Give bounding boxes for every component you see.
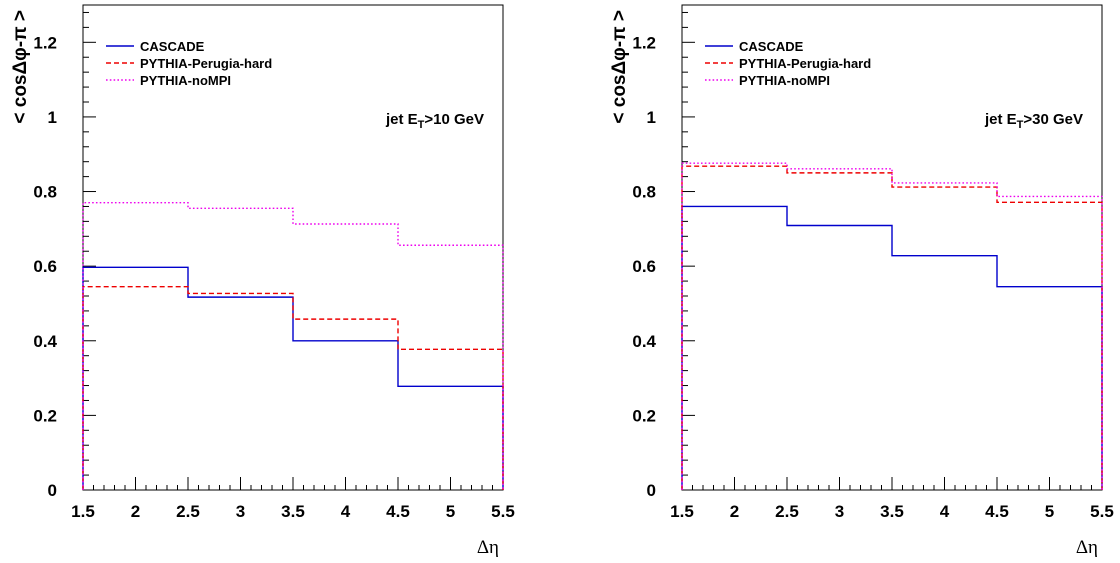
y-tick-label: 0.2	[33, 406, 57, 425]
legend-label: PYTHIA-noMPI	[739, 73, 830, 88]
x-tick-label: 1.5	[670, 502, 694, 521]
x-tick-label: 4	[940, 502, 950, 521]
x-tick-label: 2	[730, 502, 739, 521]
y-tick-label: 0.4	[33, 332, 57, 351]
legend-label: CASCADE	[739, 39, 804, 54]
x-ticks	[681, 477, 1103, 490]
legend: CASCADE PYTHIA-Perugia-hard PYTHIA-noMPI	[705, 39, 871, 88]
y-ticks	[682, 11, 695, 491]
y-tick-label: 0.2	[632, 406, 656, 425]
legend: CASCADE PYTHIA-Perugia-hard PYTHIA-noMPI	[106, 39, 272, 88]
x-ticks	[82, 477, 504, 490]
x-tick-label: 3	[236, 502, 245, 521]
y-tick-label: 0.4	[632, 332, 656, 351]
y-tick-label: 1.2	[632, 33, 656, 52]
y-tick-label: 1	[48, 108, 57, 127]
legend-label: PYTHIA-Perugia-hard	[140, 56, 272, 71]
y-tick-label: 1	[647, 108, 656, 127]
x-tick-label: 4.5	[985, 502, 1009, 521]
y-tick-label: 0.8	[33, 183, 57, 202]
x-tick-label: 3.5	[281, 502, 305, 521]
annotation-suffix: >30 GeV	[1023, 111, 1083, 128]
annotation: jet ET>30 GeV	[984, 111, 1083, 131]
legend-label: PYTHIA-Perugia-hard	[739, 56, 871, 71]
x-tick-label: 2	[131, 502, 140, 521]
legend-label: PYTHIA-noMPI	[140, 73, 231, 88]
annotation-subscript: T	[1017, 119, 1024, 131]
x-tick-label: 4.5	[386, 502, 410, 521]
y-tick-label: 0	[48, 481, 57, 500]
series-line-pythia-perugia-hard	[681, 165, 1103, 490]
annotation-suffix: >10 GeV	[424, 111, 484, 128]
x-axis-label: Δη	[477, 537, 499, 558]
y-tick-label: 0	[647, 481, 656, 500]
chart-panel-1: 1.5 2 2.5 3 3.5 4 4.5 5 5.5 0 0.2 0.4 0.6 0.8 1 1.2 Δη < …	[10, 4, 515, 558]
x-axis-label: Δη	[1076, 537, 1098, 558]
annotation-prefix: jet E	[385, 111, 418, 128]
annotation-prefix: jet E	[984, 111, 1017, 128]
y-tick-label: 0.6	[33, 257, 57, 276]
x-tick-label: 3.5	[880, 502, 904, 521]
series-line-pythia-perugia-hard	[82, 285, 504, 490]
series-line-cascade	[82, 266, 504, 490]
y-tick-label: 0.8	[632, 183, 656, 202]
y-tick-label: 0.6	[632, 257, 656, 276]
x-tick-label: 4	[341, 502, 351, 521]
legend-label: CASCADE	[140, 39, 205, 54]
x-tick-label: 2.5	[176, 502, 200, 521]
series-line-pythia-nompi	[82, 202, 504, 490]
x-tick-label: 2.5	[775, 502, 799, 521]
x-tick-label: 5.5	[1090, 502, 1114, 521]
x-tick-label: 1.5	[71, 502, 95, 521]
chart-panel-2: 1.5 2 2.5 3 3.5 4 4.5 5 5.5 0 0.2 0.4 0.6 0.8 1 1.2 Δη < …	[609, 4, 1114, 558]
y-ticks	[83, 11, 96, 491]
y-tick-label: 1.2	[33, 33, 57, 52]
annotation-subscript: T	[418, 119, 425, 131]
y-axis-label: < cosΔφ-π >	[10, 10, 31, 124]
y-axis-label: < cosΔφ-π >	[609, 10, 630, 124]
x-tick-label: 5.5	[491, 502, 515, 521]
x-tick-label: 5	[1045, 502, 1054, 521]
series-line-pythia-nompi	[681, 162, 1103, 490]
series-line-cascade	[681, 205, 1103, 490]
x-tick-label: 3	[835, 502, 844, 521]
annotation: jet ET>10 GeV	[385, 111, 484, 131]
x-tick-label: 5	[446, 502, 455, 521]
